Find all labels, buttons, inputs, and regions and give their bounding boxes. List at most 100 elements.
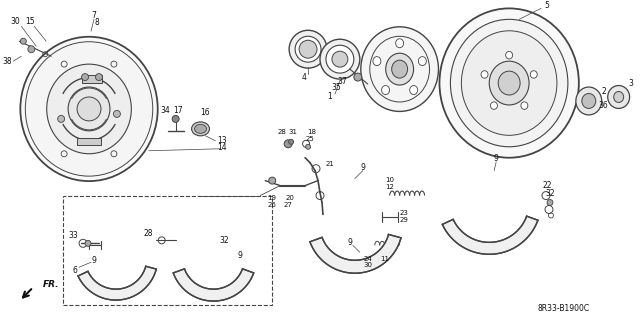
Ellipse shape	[68, 87, 110, 131]
Ellipse shape	[521, 102, 528, 109]
Text: 29: 29	[399, 218, 408, 223]
Circle shape	[95, 74, 102, 81]
Text: 35: 35	[331, 83, 341, 92]
Ellipse shape	[191, 122, 209, 136]
Circle shape	[284, 140, 292, 148]
Text: 13: 13	[218, 136, 227, 145]
Ellipse shape	[576, 87, 602, 115]
Ellipse shape	[26, 42, 153, 176]
Text: 9: 9	[92, 256, 97, 265]
Bar	[82, 75, 102, 83]
Ellipse shape	[396, 39, 404, 48]
Text: 32: 32	[545, 189, 555, 198]
Circle shape	[113, 110, 120, 117]
Bar	[63, 196, 272, 305]
Circle shape	[77, 97, 101, 121]
Polygon shape	[442, 216, 538, 254]
Circle shape	[28, 46, 35, 53]
Ellipse shape	[47, 64, 131, 154]
Text: 8: 8	[95, 18, 99, 27]
Ellipse shape	[381, 85, 390, 94]
Text: FR.: FR.	[44, 280, 60, 289]
Ellipse shape	[361, 27, 438, 111]
Circle shape	[172, 115, 179, 122]
Text: 14: 14	[218, 143, 227, 152]
Circle shape	[547, 199, 553, 205]
Text: 33: 33	[68, 231, 78, 240]
Ellipse shape	[461, 31, 557, 135]
Text: 30: 30	[10, 17, 20, 26]
Text: 6: 6	[73, 266, 77, 275]
Polygon shape	[78, 266, 156, 300]
Ellipse shape	[419, 57, 426, 66]
Text: 5: 5	[545, 1, 549, 10]
Ellipse shape	[289, 30, 327, 68]
Circle shape	[85, 240, 91, 246]
Circle shape	[81, 74, 88, 81]
Circle shape	[354, 73, 362, 81]
Ellipse shape	[582, 93, 596, 108]
Ellipse shape	[20, 37, 157, 181]
Text: 19: 19	[268, 195, 276, 201]
Text: 25: 25	[306, 136, 314, 142]
Ellipse shape	[481, 71, 488, 78]
Ellipse shape	[498, 71, 520, 95]
Text: 37: 37	[337, 77, 347, 85]
Text: 10: 10	[385, 177, 394, 182]
Ellipse shape	[490, 102, 497, 109]
Ellipse shape	[320, 39, 360, 79]
Text: 28: 28	[143, 229, 152, 238]
Ellipse shape	[295, 36, 321, 62]
Ellipse shape	[506, 51, 513, 59]
Text: 9: 9	[238, 251, 243, 260]
Text: 9: 9	[494, 154, 499, 163]
Ellipse shape	[392, 60, 408, 78]
Text: 38: 38	[3, 57, 12, 66]
Circle shape	[305, 144, 310, 149]
Text: 28: 28	[278, 129, 287, 135]
Text: 9: 9	[360, 163, 365, 172]
Ellipse shape	[531, 71, 537, 78]
Text: 4: 4	[301, 73, 307, 82]
Text: 23: 23	[399, 211, 408, 217]
Ellipse shape	[489, 61, 529, 105]
Ellipse shape	[299, 40, 317, 58]
Text: 34: 34	[161, 107, 171, 115]
Ellipse shape	[386, 53, 413, 85]
Text: 21: 21	[326, 161, 334, 167]
Text: 26: 26	[268, 202, 276, 208]
Text: 11: 11	[380, 256, 389, 262]
Polygon shape	[173, 269, 253, 301]
Ellipse shape	[614, 92, 623, 102]
Text: 18: 18	[308, 129, 317, 135]
Circle shape	[58, 115, 65, 122]
Ellipse shape	[440, 8, 579, 158]
Text: 31: 31	[289, 129, 298, 135]
Text: 20: 20	[285, 195, 294, 201]
Ellipse shape	[195, 124, 207, 133]
Text: 32: 32	[220, 236, 229, 245]
Ellipse shape	[410, 85, 418, 94]
Text: 1: 1	[328, 93, 332, 101]
Circle shape	[269, 177, 276, 184]
Ellipse shape	[608, 85, 630, 108]
Text: 17: 17	[173, 107, 182, 115]
Text: 15: 15	[26, 17, 35, 26]
Circle shape	[20, 38, 26, 44]
Ellipse shape	[332, 51, 348, 67]
Ellipse shape	[451, 19, 568, 147]
Bar	[77, 138, 101, 145]
Text: 30: 30	[364, 262, 372, 268]
Circle shape	[289, 139, 294, 144]
Text: 24: 24	[364, 256, 372, 262]
Text: 27: 27	[284, 202, 292, 208]
Text: 22: 22	[542, 181, 552, 190]
Text: 7: 7	[92, 11, 97, 20]
Text: 16: 16	[201, 108, 211, 117]
Ellipse shape	[326, 45, 354, 73]
Text: 8R33-B1900C: 8R33-B1900C	[538, 304, 590, 313]
Text: 9: 9	[348, 238, 352, 247]
Text: 3: 3	[628, 78, 633, 87]
Text: 36: 36	[599, 101, 609, 110]
Text: 2: 2	[602, 86, 606, 95]
